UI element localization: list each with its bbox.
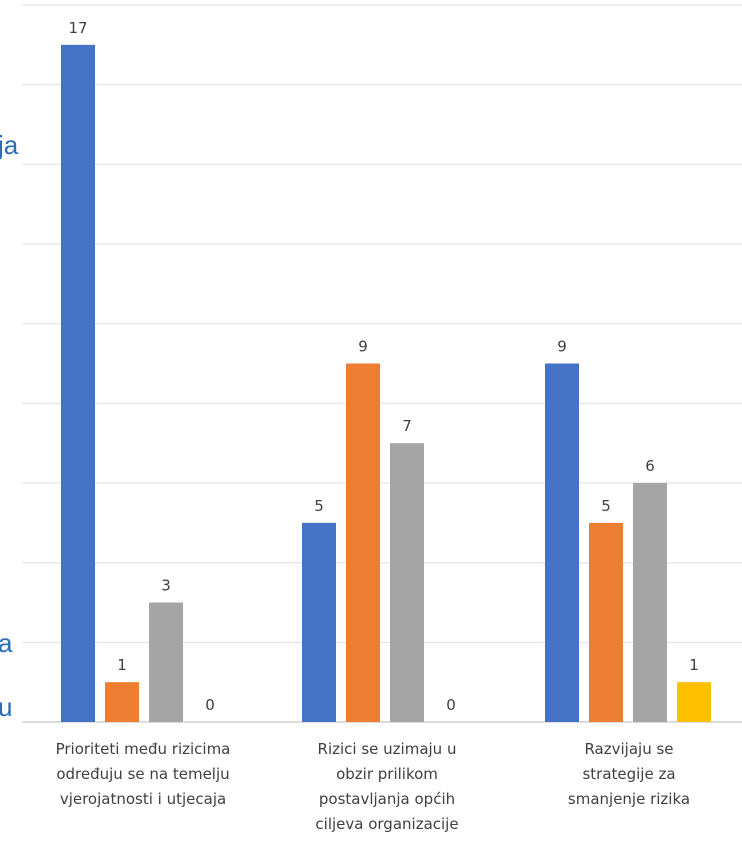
category-labels: Prioriteti među rizicima određuju se na t… [56, 740, 690, 833]
data-labels: 17 5 9 1 9 5 3 7 6 0 0 1 [68, 19, 698, 714]
cropped-text-fragment: a [0, 628, 13, 658]
category-label: vjerojatnosti i utjecaja [60, 790, 226, 808]
data-label: 9 [557, 338, 567, 356]
bar [346, 363, 380, 722]
data-label: 1 [689, 656, 699, 674]
data-label: 5 [601, 497, 611, 515]
data-label: 1 [117, 656, 127, 674]
bar [105, 682, 139, 722]
bar [61, 44, 95, 723]
bar [390, 443, 424, 722]
bar [589, 522, 623, 722]
category-label: postavljanja općih [319, 790, 455, 808]
data-label: 0 [205, 696, 215, 714]
data-label: 6 [645, 457, 655, 475]
data-label: 7 [402, 417, 412, 435]
bars [61, 44, 711, 723]
bar [677, 682, 711, 722]
bar [633, 483, 667, 722]
category-label: određuju se na temelju [56, 765, 229, 783]
data-label: 5 [314, 497, 324, 515]
category-label: strategije za [582, 765, 675, 783]
category-label: smanjenje rizika [568, 790, 690, 808]
data-label: 9 [358, 338, 368, 356]
category-label: ciljeva organizacije [315, 815, 458, 833]
category-label: Rizici se uzimaju u [318, 740, 457, 758]
cropped-text-fragment: ja [0, 130, 19, 160]
bar [302, 522, 336, 722]
cropped-text-fragments: ja a u [0, 130, 19, 722]
gridlines [22, 4, 742, 643]
bar [545, 363, 579, 722]
category-label: obzir prilikom [336, 765, 438, 783]
bar [149, 602, 183, 722]
data-label: 3 [161, 577, 171, 595]
category-label: Razvijaju se [584, 740, 673, 758]
cropped-text-fragment: u [0, 692, 12, 722]
data-label: 0 [446, 696, 456, 714]
data-label: 17 [68, 19, 87, 37]
category-label: Prioriteti među rizicima [56, 740, 231, 758]
